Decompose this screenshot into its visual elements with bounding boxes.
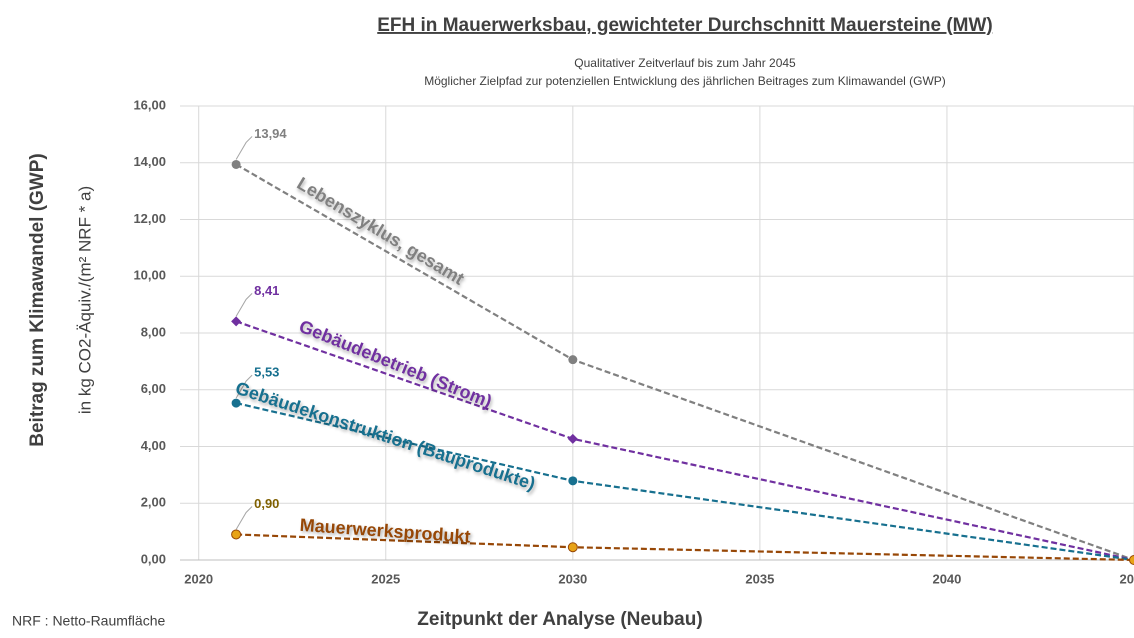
y-tick-label: 2,00 bbox=[141, 495, 166, 510]
x-tick-label: 2030 bbox=[558, 571, 587, 586]
leader-line bbox=[235, 374, 253, 399]
y-tick-label: 12,00 bbox=[133, 211, 166, 226]
leader-line bbox=[235, 506, 253, 530]
data-label: 8,41 bbox=[254, 283, 279, 298]
y-tick-label: 14,00 bbox=[133, 154, 166, 169]
series-name: Lebenszyklus, gesamt bbox=[294, 173, 468, 289]
data-label: 0,90 bbox=[254, 496, 279, 511]
marker bbox=[568, 355, 578, 365]
series-name: Gebäudebetrieb (Strom) bbox=[296, 316, 495, 412]
y-axis-title: Beitrag zum Klimawandel (GWP) bbox=[27, 153, 48, 446]
y-tick-label: 6,00 bbox=[141, 381, 166, 396]
x-tick-label: 2035 bbox=[745, 571, 774, 586]
y-axis-unit: in kg CO2-Äquiv./(m² NRF * a) bbox=[75, 186, 94, 414]
data-label: 13,94 bbox=[254, 126, 287, 141]
y-tick-label: 16,00 bbox=[133, 97, 166, 112]
y-tick-label: 8,00 bbox=[141, 324, 166, 339]
series-name: Mauerwerksprodukt bbox=[299, 515, 471, 547]
data-label: 5,53 bbox=[254, 365, 279, 380]
marker bbox=[231, 529, 242, 540]
marker bbox=[231, 316, 242, 327]
leader-line bbox=[235, 136, 253, 160]
y-tick-label: 0,00 bbox=[141, 551, 166, 566]
marker bbox=[567, 433, 578, 444]
leader-line bbox=[235, 293, 253, 317]
y-tick-label: 10,00 bbox=[133, 268, 166, 283]
marker bbox=[231, 159, 241, 169]
x-tick-label: 2020 bbox=[184, 571, 213, 586]
marker bbox=[231, 398, 241, 408]
x-tick-label: 2045 bbox=[1120, 571, 1134, 586]
x-axis-title: Zeitpunkt der Analyse (Neubau) bbox=[417, 609, 702, 630]
chart-subtitle: Möglicher Zielpfad zur potenziellen Entw… bbox=[424, 74, 946, 88]
chart-title: EFH in Mauerwerksbau, gewichteter Durchs… bbox=[377, 15, 993, 36]
footnote: NRF : Netto-Raumfläche bbox=[12, 613, 165, 629]
x-tick-label: 2040 bbox=[932, 571, 961, 586]
marker bbox=[568, 476, 578, 486]
marker bbox=[567, 542, 578, 553]
x-tick-label: 2025 bbox=[371, 571, 400, 586]
chart-subtitle: Qualitativer Zeitverlauf bis zum Jahr 20… bbox=[574, 56, 796, 70]
marker bbox=[1129, 555, 1134, 565]
y-tick-label: 4,00 bbox=[141, 438, 166, 453]
